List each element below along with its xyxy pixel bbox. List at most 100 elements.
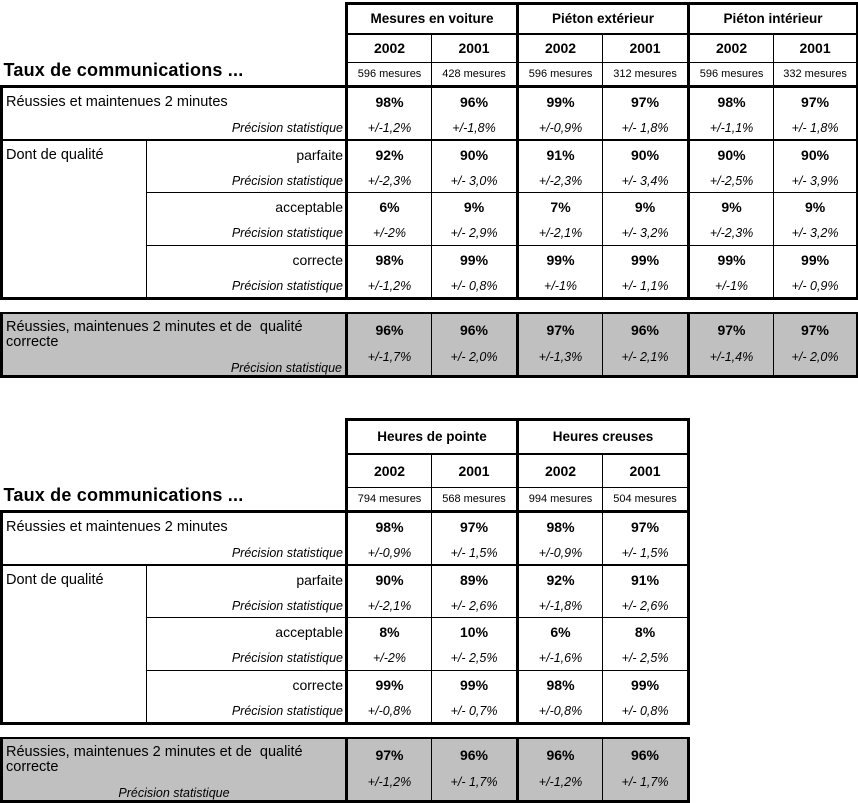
summary-value-cell: 96% +/-1,7%: [346, 312, 432, 378]
value-cell: 98% +/-0,8%: [517, 670, 604, 725]
precision-label: Précision statistique: [231, 598, 344, 613]
value-cell: 89% +/- 2,6%: [431, 564, 520, 618]
summary-value-cell: 97% +/-1,3%: [517, 312, 603, 378]
precision-label: Précision statistique: [118, 786, 230, 800]
value-cell: 99% +/- 0,8%: [602, 670, 691, 725]
precision-label: Précision statistique: [231, 173, 344, 188]
table2-title: Taux de communications ...: [3, 485, 244, 505]
precision-label: Précision statistique: [231, 226, 344, 240]
row-label-reussies-maintenues: Réussies et maintenues 2 minutes Précisi…: [0, 85, 349, 141]
value-cell: 98% +/-0,9%: [345, 511, 433, 566]
value-cell: 90% +/- 3,9%: [773, 139, 858, 193]
year-header: 2001: [602, 33, 691, 63]
value-cell: 99% +/-0,9%: [517, 86, 604, 141]
value-cell: 98% +/-0,9%: [517, 511, 604, 566]
value-cell: 9% +/- 3,2%: [602, 192, 691, 246]
value-cell: 6% +/-2%: [345, 192, 433, 246]
summary-value-cell: 97% +/-1,4%: [688, 312, 774, 378]
precision-label: Précision statistique: [231, 651, 344, 665]
value-cell: 99% +/- 0,9%: [773, 245, 858, 300]
summary-value-cell: 97% +/- 2,0%: [773, 312, 858, 378]
summary-value-cell: 96% +/-1,2%: [517, 737, 603, 803]
precision-label: Précision statistique: [230, 361, 342, 375]
table2-group-heures-de-pointe: Heures de pointe: [345, 418, 520, 455]
summary-value-cell: 97% +/-1,2%: [346, 737, 432, 803]
table2-group-heures-creuses: Heures creuses: [516, 418, 691, 455]
value-cell: 99% +/-1%: [517, 245, 604, 300]
precision-label: Précision statistique: [231, 279, 344, 293]
precision-label: Précision statistique: [231, 546, 344, 560]
table-communications-by-context: Taux de communications ... Mesures en vo…: [0, 2, 858, 300]
value-cell: 90% +/-2,1%: [345, 564, 433, 618]
value-cell: 90% +/-2,5%: [688, 139, 775, 193]
row-label-correcte: correcte Précision statistique: [146, 245, 349, 300]
year-header: 2001: [602, 453, 691, 488]
row-label-acceptable: acceptable Précision statistique: [146, 192, 349, 246]
value-cell: 92% +/-1,8%: [517, 564, 604, 618]
sample-size: 428 mesures: [431, 62, 520, 88]
row-label-dont-de-qualite: Dont de qualité: [0, 564, 147, 725]
value-cell: 99% +/-1%: [688, 245, 775, 300]
year-header: 2001: [773, 33, 858, 63]
row-label-parfaite: parfaite Précision statistique: [146, 139, 349, 193]
table2-header-corner: Taux de communications ...: [1, 419, 347, 513]
value-cell: 9% +/- 2,9%: [431, 192, 520, 246]
value-cell: 97% +/- 1,8%: [602, 86, 691, 141]
table1-group-mesures-en-voiture: Mesures en voiture: [345, 2, 520, 35]
summary-value-cell: 96% +/- 1,7%: [602, 737, 690, 803]
value-cell: 92% +/-2,3%: [345, 139, 433, 193]
sample-size: 994 mesures: [517, 487, 604, 513]
table-communications-by-hours: Taux de communications ... Heures de poi…: [0, 418, 691, 725]
value-cell: 99% +/-0,8%: [345, 670, 433, 725]
year-header: 2002: [345, 33, 433, 63]
row-label-reussies-maintenues: Réussies et maintenues 2 minutes Précisi…: [0, 510, 349, 566]
value-cell: 9% +/- 3,2%: [773, 192, 858, 246]
sample-size: 596 mesures: [688, 62, 775, 88]
year-header: 2002: [517, 453, 604, 488]
sample-size: 332 mesures: [773, 62, 858, 88]
sample-size: 596 mesures: [517, 62, 604, 88]
value-cell: 98% +/-1,2%: [345, 245, 433, 300]
sample-size: 568 mesures: [431, 487, 520, 513]
value-cell: 9% +/-2,3%: [688, 192, 775, 246]
year-header: 2002: [688, 33, 775, 63]
value-cell: 91% +/-2,3%: [517, 139, 604, 193]
value-cell: 7% +/-2,1%: [517, 192, 604, 246]
value-cell: 8% +/-2%: [345, 617, 433, 671]
value-cell: 98% +/-1,1%: [688, 86, 775, 141]
table1-group-pieton-exterieur: Piéton extérieur: [516, 2, 691, 35]
value-cell: 99% +/- 0,7%: [431, 670, 520, 725]
sample-size: 596 mesures: [345, 62, 433, 88]
row-label-correcte: correcte Précision statistique: [146, 670, 349, 725]
value-cell: 6% +/-1,6%: [517, 617, 604, 671]
sample-size: 312 mesures: [602, 62, 691, 88]
precision-label: Précision statistique: [231, 121, 344, 135]
value-cell: 97% +/- 1,8%: [773, 86, 858, 141]
value-cell: 97% +/- 1,5%: [431, 511, 520, 566]
row-label-acceptable: acceptable Précision statistique: [146, 617, 349, 671]
year-header: 2002: [345, 453, 433, 488]
row-label-parfaite: parfaite Précision statistique: [146, 564, 349, 618]
table1-summary-row: Réussies, maintenues 2 minutes et de qua…: [0, 312, 858, 378]
value-cell: 90% +/- 3,4%: [602, 139, 691, 193]
sample-size: 794 mesures: [345, 487, 433, 513]
summary-value-cell: 96% +/- 2,0%: [431, 312, 519, 378]
value-cell: 99% +/- 0,8%: [431, 245, 520, 300]
value-cell: 98% +/-1,2%: [345, 86, 433, 141]
summary-label: Réussies, maintenues 2 minutes et de qua…: [0, 312, 348, 378]
value-cell: 99% +/- 1,1%: [602, 245, 691, 300]
sample-size: 504 mesures: [602, 487, 691, 513]
precision-label: Précision statistique: [231, 704, 344, 718]
value-cell: 8% +/- 2,5%: [602, 617, 691, 671]
year-header: 2001: [431, 33, 520, 63]
year-header: 2002: [517, 33, 604, 63]
table1-group-pieton-interieur: Piéton intérieur: [687, 2, 858, 35]
summary-label: Réussies, maintenues 2 minutes et de qua…: [0, 737, 348, 803]
value-cell: 96% +/-1,8%: [431, 86, 520, 141]
value-cell: 10% +/- 2,5%: [431, 617, 520, 671]
table1-header-corner: Taux de communications ...: [1, 3, 347, 88]
table1-title: Taux de communications ...: [3, 60, 244, 80]
table2-summary-row: Réussies, maintenues 2 minutes et de qua…: [0, 737, 690, 803]
row-label-dont-de-qualite: Dont de qualité: [0, 139, 147, 300]
summary-value-cell: 96% +/- 1,7%: [431, 737, 519, 803]
